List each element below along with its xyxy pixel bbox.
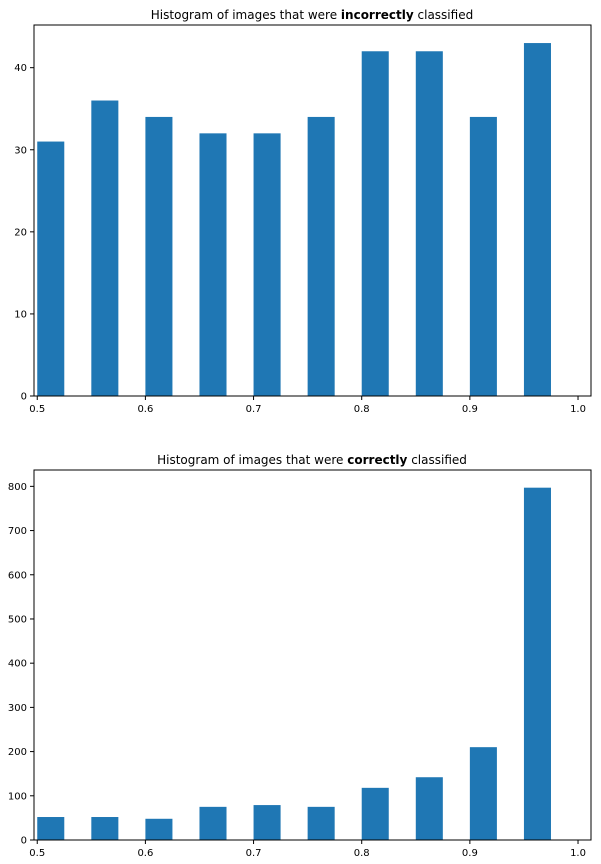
y-tick-label: 30 xyxy=(14,145,27,156)
y-tick-label: 10 xyxy=(14,309,27,320)
y-tick-label: 0 xyxy=(21,836,27,847)
histogram-bar xyxy=(523,43,551,396)
x-tick-label: 0.8 xyxy=(354,848,370,859)
y-tick-label: 500 xyxy=(8,614,27,625)
histogram-bar xyxy=(145,818,173,840)
histogram-bar xyxy=(415,51,443,396)
histogram-bar xyxy=(199,133,227,396)
x-tick-label: 0.8 xyxy=(354,404,370,415)
histogram-bar xyxy=(37,141,65,396)
histogram-bar xyxy=(253,805,281,840)
histogram-bar xyxy=(523,487,551,840)
chart-title: Histogram of images that were incorrectl… xyxy=(151,8,473,22)
bars-group xyxy=(37,43,551,397)
axes-group: 0.5 0.6 0.7 0.8 0.9 1.0 0 10 20 30 40 xyxy=(14,24,592,415)
x-tick-label: 0.6 xyxy=(137,848,153,859)
axes-frame xyxy=(33,469,592,841)
histogram-bar xyxy=(415,777,443,840)
y-tick-label: 700 xyxy=(8,526,27,537)
x-tick-label: 0.5 xyxy=(29,848,45,859)
x-tick-label: 0.5 xyxy=(29,404,45,415)
histogram-bar xyxy=(361,787,389,840)
x-tick-label: 0.9 xyxy=(462,404,478,415)
histogram-bar xyxy=(253,133,281,396)
axes-frame xyxy=(33,24,592,397)
y-tick-label: 400 xyxy=(8,659,27,670)
histogram-bar xyxy=(361,51,389,396)
histogram-bar xyxy=(91,817,119,840)
y-tick-label: 200 xyxy=(8,747,27,758)
x-tick-label: 0.7 xyxy=(246,848,262,859)
histogram-bar xyxy=(91,100,119,396)
y-tick-label: 600 xyxy=(8,570,27,581)
x-tick-label: 1.0 xyxy=(570,404,586,415)
histogram-bar xyxy=(37,817,65,840)
histogram-bar xyxy=(307,116,335,397)
y-tick-label: 100 xyxy=(8,791,27,802)
x-tick-label: 0.7 xyxy=(246,404,262,415)
y-tick-label: 20 xyxy=(14,227,27,238)
histogram-bar xyxy=(145,116,173,397)
histogram-bar xyxy=(199,806,227,840)
bars-group xyxy=(37,487,551,840)
x-tick-label: 0.9 xyxy=(462,848,478,859)
y-tick-label: 40 xyxy=(14,63,27,74)
y-tick-label: 800 xyxy=(8,482,27,493)
axes-group: 0.5 0.6 0.7 0.8 0.9 1.0 0 100 200 300 400 500 600 700… xyxy=(8,469,592,859)
chart-title: Histogram of images that were correctly … xyxy=(157,453,467,467)
y-tick-label: 300 xyxy=(8,703,27,714)
histogram-bar xyxy=(469,747,497,840)
histogram-bar xyxy=(307,806,335,840)
x-tick-label: 1.0 xyxy=(570,848,586,859)
histogram-incorrect-chart: Histogram of images that were incorrectl… xyxy=(14,8,592,415)
histogram-correct-chart: Histogram of images that were correctly … xyxy=(8,453,592,859)
x-tick-label: 0.6 xyxy=(137,404,153,415)
y-tick-label: 0 xyxy=(21,392,27,403)
histogram-bar xyxy=(469,116,497,397)
